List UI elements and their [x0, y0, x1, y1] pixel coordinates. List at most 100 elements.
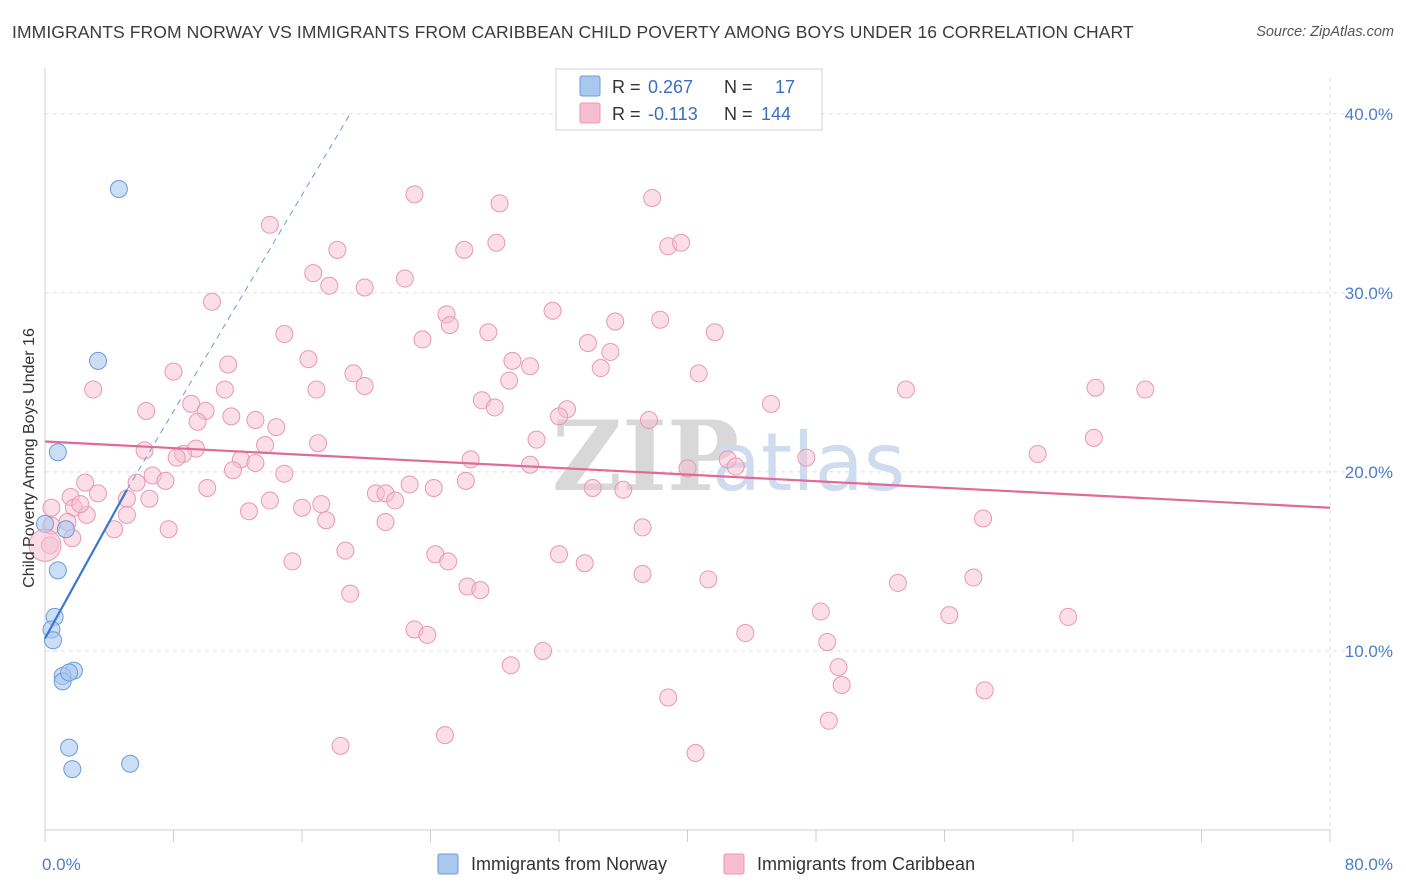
caribbean-point-23 [705, 323, 724, 342]
caribbean-point-2 [643, 188, 662, 207]
caribbean-point-64 [461, 450, 480, 469]
caribbean-point-4 [328, 240, 347, 259]
caribbean-point-76 [456, 471, 475, 490]
norway-point-1 [89, 351, 108, 370]
caribbean-point-26 [299, 350, 318, 369]
caribbean-point-91 [42, 498, 61, 517]
caribbean-point-8 [672, 233, 691, 252]
series-legend: Immigrants from Norway Immigrants from C… [437, 853, 975, 875]
bottom-legend-caribbean: Immigrants from Caribbean [757, 854, 975, 874]
caribbean-point-127 [818, 633, 837, 651]
norway-point-16 [28, 528, 62, 562]
caribbean-point-49 [550, 407, 568, 426]
caribbean-point-123 [1059, 607, 1078, 626]
caribbean-point-40 [1136, 380, 1155, 399]
caribbean-point-74 [76, 473, 95, 492]
caribbean-point-102 [974, 509, 993, 528]
norway-point-2 [48, 443, 67, 462]
caribbean-point-114 [633, 564, 652, 583]
norway-point-4 [56, 520, 75, 539]
caribbean-point-93 [293, 498, 311, 517]
caribbean-point-20 [275, 325, 294, 344]
caribbean-point-45 [762, 394, 781, 413]
legend-n-label-caribbean: N = [724, 104, 753, 124]
caribbean-point-61 [1028, 445, 1047, 463]
caribbean-point-99 [117, 505, 136, 524]
caribbean-point-73 [275, 464, 294, 483]
caribbean-point-133 [659, 688, 678, 707]
caribbean-point-10 [395, 269, 414, 288]
caribbean-point-125 [418, 625, 437, 644]
caribbean-point-90 [312, 495, 331, 514]
caribbean-point-104 [159, 520, 178, 539]
caribbean-point-62 [167, 448, 186, 467]
caribbean-point-38 [896, 380, 915, 399]
caribbean-point-82 [614, 480, 633, 499]
norway-point-0 [109, 180, 128, 199]
caribbean-point-14 [543, 301, 562, 320]
legend-r-caribbean: -0.113 [648, 104, 698, 124]
grid-lines [45, 78, 1350, 830]
legend-n-caribbean: 144 [761, 104, 791, 124]
x-tick-label-1: 80.0% [1345, 855, 1393, 874]
norway-point-14 [121, 754, 140, 773]
caribbean-point-131 [832, 675, 851, 694]
caribbean-point-31 [344, 364, 363, 383]
caribbean-point-101 [376, 513, 395, 532]
caribbean-point-35 [215, 380, 234, 399]
caribbean-point-113 [575, 554, 594, 573]
x-tick-label-0: 0.0% [42, 855, 81, 874]
caribbean-point-71 [726, 457, 745, 476]
caribbean-point-134 [819, 711, 838, 730]
caribbean-point-120 [341, 584, 360, 603]
caribbean-point-29 [591, 359, 610, 378]
caribbean-point-57 [256, 436, 275, 455]
bottom-legend-norway: Immigrants from Norway [471, 854, 667, 874]
caribbean-point-69 [223, 461, 242, 480]
caribbean-point-51 [639, 410, 658, 429]
caribbean-point-37 [355, 376, 374, 395]
caribbean-point-96 [239, 502, 258, 521]
caribbean-point-136 [331, 736, 350, 755]
caribbean-point-115 [699, 570, 718, 589]
norway-point-5 [48, 561, 67, 580]
caribbean-point-54 [527, 430, 546, 449]
caribbean-point-22 [578, 333, 597, 352]
caribbean-point-135 [435, 726, 454, 745]
caribbean-point-16 [440, 316, 459, 335]
caribbean-point-25 [219, 355, 238, 374]
bottom-legend-swatch-norway [437, 853, 459, 875]
caribbean-point-13 [203, 292, 222, 311]
caribbean-point-50 [246, 410, 265, 429]
caribbean-point-39 [1086, 378, 1105, 397]
caribbean-point-33 [500, 371, 519, 390]
caribbean-point-19 [479, 323, 498, 342]
axes [44, 68, 1331, 842]
caribbean-point-111 [283, 552, 302, 571]
caribbean-point-105 [633, 518, 652, 537]
source-label: Source: ZipAtlas.com [1256, 24, 1394, 40]
legend-swatch-norway [579, 75, 601, 97]
caribbean-series [40, 185, 1155, 763]
caribbean-trend-line [44, 440, 1331, 509]
caribbean-point-100 [317, 511, 336, 530]
caribbean-point-116 [888, 573, 907, 592]
caribbean-point-138 [71, 495, 90, 514]
caribbean-point-84 [89, 484, 108, 503]
y-tick-label-0: 10.0% [1345, 642, 1393, 661]
caribbean-point-0 [405, 185, 424, 204]
norway-point-12 [60, 663, 79, 682]
caribbean-point-32 [689, 364, 708, 383]
caribbean-point-126 [736, 624, 755, 643]
norway-point-13 [60, 738, 79, 757]
caribbean-point-75 [127, 473, 146, 492]
caribbean-point-5 [455, 240, 474, 259]
caribbean-point-36 [307, 380, 326, 399]
caribbean-point-108 [336, 541, 355, 560]
caribbean-point-3 [260, 215, 279, 234]
caribbean-point-68 [246, 453, 265, 472]
caribbean-point-67 [797, 448, 816, 467]
caribbean-point-34 [84, 380, 103, 399]
caribbean-point-24 [601, 342, 620, 361]
legend-n-norway: 17 [775, 77, 795, 97]
